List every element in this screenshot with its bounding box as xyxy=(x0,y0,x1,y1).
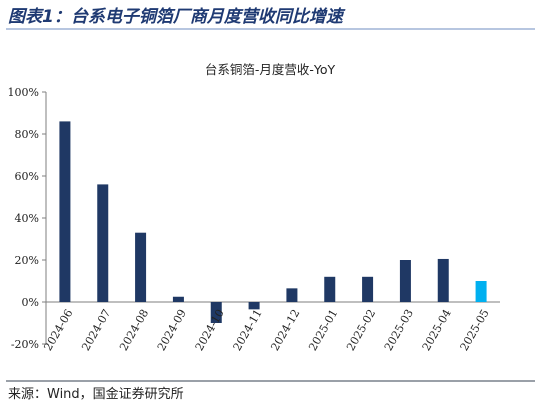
y-tick-label: 100% xyxy=(8,86,39,99)
y-tick-label: 60% xyxy=(15,170,39,183)
x-tick-label: 2025-04 xyxy=(420,307,454,353)
bar-2024-11 xyxy=(248,302,260,310)
x-tick-label: 2024-07 xyxy=(79,307,113,353)
y-tick-label: 80% xyxy=(15,128,39,141)
bar-2024-09 xyxy=(172,296,184,302)
bar-2025-05 xyxy=(475,281,487,302)
x-tick-label: 2024-06 xyxy=(41,307,75,353)
x-tick-label: 2024-10 xyxy=(193,307,227,353)
x-tick-label: 2025-03 xyxy=(382,307,416,353)
x-tick-label: 2025-01 xyxy=(306,307,340,353)
axes: -20% 0% 20% 40% 60% 80% 100% xyxy=(8,86,500,351)
source-rule xyxy=(6,380,535,382)
bar-2025-01 xyxy=(324,276,336,302)
x-tick-label: 2024-12 xyxy=(268,307,302,353)
bar-2024-07 xyxy=(97,184,109,302)
y-tick-label: 0% xyxy=(22,296,39,309)
figure-title: 图表1：台系电子铜箔厂商月度营收同比增速 xyxy=(8,7,343,27)
x-tick-label: 2025-05 xyxy=(458,307,492,353)
chart-title: 台系铜箔-月度营收-YoY xyxy=(205,62,336,77)
source-note: 来源：Wind，国金证券研究所 xyxy=(8,387,184,402)
bar-2025-04 xyxy=(437,258,449,302)
bar-2024-10 xyxy=(210,302,222,323)
x-tick-label: 2024-09 xyxy=(155,307,189,353)
x-tick-labels: 2024-06 2024-07 2024-08 2024-09 2024-10 2024-… xyxy=(41,307,491,353)
x-tick-label: 2024-11 xyxy=(231,307,265,353)
y-tick-label: 20% xyxy=(15,254,39,267)
bar-2025-02 xyxy=(362,276,374,302)
bar-2024-08 xyxy=(135,232,147,302)
title-rule xyxy=(6,28,535,30)
y-tick-label: -20% xyxy=(11,338,39,351)
bar-2024-06 xyxy=(59,121,71,303)
bar-2025-03 xyxy=(399,260,411,302)
bar-2024-12 xyxy=(286,288,298,302)
x-tick-label: 2024-08 xyxy=(117,307,151,353)
bars xyxy=(59,121,487,323)
y-tick-label: 40% xyxy=(15,212,39,225)
x-tick-label: 2025-02 xyxy=(344,307,378,353)
